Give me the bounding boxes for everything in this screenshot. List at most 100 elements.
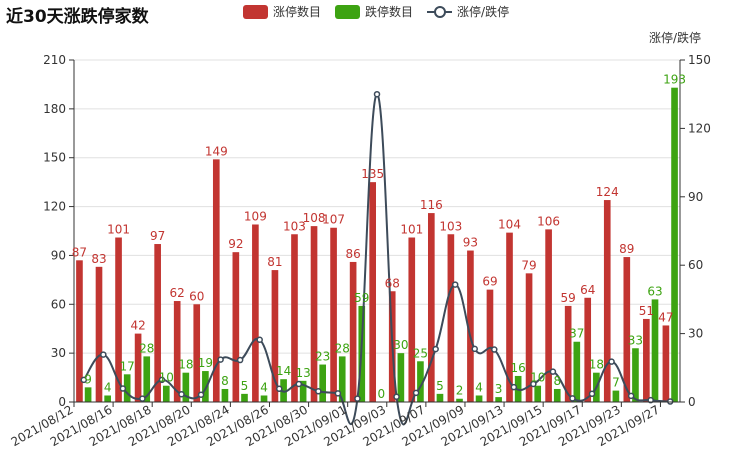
ratio-point <box>158 376 166 384</box>
bar-down-label: 37 <box>569 327 584 341</box>
bar-up <box>271 270 279 402</box>
bar-down <box>475 395 483 402</box>
ratio-point <box>334 390 342 397</box>
ratio-point <box>256 336 263 344</box>
bar-up-label: 89 <box>619 242 634 256</box>
ratio-point <box>178 390 185 398</box>
bar-down-label: 7 <box>612 376 620 390</box>
bar-up <box>173 301 181 402</box>
ratio-point <box>119 385 127 392</box>
legend-item-down[interactable]: 跌停数目 <box>335 3 413 20</box>
bar-up-label: 104 <box>498 218 521 232</box>
bar-down-label: 2 <box>456 384 464 398</box>
bar-up-label: 59 <box>561 291 576 305</box>
bar-down-label: 28 <box>139 341 154 355</box>
bar-down-label: 25 <box>413 346 428 360</box>
bar-down <box>671 87 678 402</box>
y-tick-label: 90 <box>51 248 66 262</box>
bar-down <box>573 341 581 402</box>
bar-up-label: 62 <box>170 286 185 300</box>
bar-up-label: 109 <box>244 209 267 223</box>
bar-up <box>134 333 142 402</box>
bar-up <box>447 234 455 402</box>
ratio-point <box>510 383 518 391</box>
bar-up-label: 51 <box>639 304 654 318</box>
bar-up-label: 69 <box>482 275 497 289</box>
bar-down <box>338 356 346 402</box>
bar-down-label: 14 <box>276 364 291 378</box>
bar-down <box>182 372 190 402</box>
bar-down <box>299 380 307 402</box>
bar-down <box>104 395 111 402</box>
bar-up <box>212 159 220 402</box>
y2-tick-label: 120 <box>688 121 711 135</box>
bar-down <box>162 385 170 402</box>
bar-up <box>486 289 494 402</box>
legend-item-up[interactable]: 涨停数目 <box>243 3 321 20</box>
bar-up <box>252 224 259 402</box>
bar-up-label: 42 <box>130 319 145 333</box>
bar-up <box>76 260 83 402</box>
ratio-point <box>100 351 107 358</box>
legend: 涨停数目 跌停数目 涨停/跌停 <box>243 3 509 20</box>
bar-up <box>291 234 298 402</box>
bar-down-label: 33 <box>628 333 643 347</box>
ratio-point <box>80 376 88 384</box>
bar-up <box>545 229 552 402</box>
bar-down-label: 9 <box>84 372 92 386</box>
bar-down <box>260 395 268 402</box>
bar-down <box>417 361 424 402</box>
bar-down-label: 30 <box>393 338 408 352</box>
bar-up-label: 81 <box>267 255 282 269</box>
bar-up <box>525 273 533 402</box>
ratio-point <box>451 281 459 288</box>
bar-down <box>553 388 561 402</box>
bar-up <box>349 261 357 402</box>
ratio-point <box>432 345 439 353</box>
bar-down <box>534 385 542 402</box>
ratio-point <box>412 389 420 397</box>
ratio-point <box>139 395 146 402</box>
ratio-point <box>354 395 361 402</box>
legend-label-down: 跌停数目 <box>365 5 414 19</box>
bar-up <box>467 250 474 402</box>
bar-down <box>651 299 659 402</box>
ratio-point <box>627 392 635 400</box>
bar-up <box>427 213 435 402</box>
bar-up <box>232 252 240 402</box>
bar-up <box>310 226 318 402</box>
y2-tick-label: 0 <box>688 395 696 409</box>
bar-down-label: 8 <box>553 374 561 388</box>
bar-down <box>397 353 405 402</box>
bar-up <box>408 237 416 402</box>
bar-up <box>506 232 513 402</box>
bar-down-label: 28 <box>335 341 350 355</box>
bar-up-label: 101 <box>400 223 423 237</box>
bar-down-label: 18 <box>589 358 604 372</box>
ratio-point <box>217 356 224 363</box>
bar-down-label: 18 <box>178 358 193 372</box>
bar-down-label: 4 <box>104 380 112 394</box>
bar-down <box>456 398 463 402</box>
legend-swatch-ratio <box>427 5 453 19</box>
bar-down-label: 0 <box>378 387 386 401</box>
bar-down <box>632 348 639 402</box>
bar-up-label: 68 <box>385 276 400 290</box>
bar-up-label: 93 <box>463 236 478 250</box>
bar-up-label: 83 <box>91 252 106 266</box>
y2-axis-title: 涨停/跌停 <box>649 30 701 45</box>
ratio-point <box>530 380 537 388</box>
bar-down-label: 4 <box>260 380 268 394</box>
ratio-point <box>569 395 576 402</box>
chart-title: 近30天涨跌停家数 <box>6 7 149 27</box>
bar-down-label: 3 <box>495 382 503 396</box>
bar-up-label: 149 <box>205 144 228 158</box>
y-tick-label: 60 <box>51 297 66 311</box>
ratio-point <box>588 390 596 398</box>
bar-down <box>123 374 131 402</box>
bar-up <box>623 257 631 402</box>
bar-up <box>193 304 201 402</box>
legend-swatch-up <box>243 4 268 19</box>
legend-item-ratio[interactable]: 涨停/跌停 <box>427 3 509 20</box>
bar-down <box>143 356 151 402</box>
